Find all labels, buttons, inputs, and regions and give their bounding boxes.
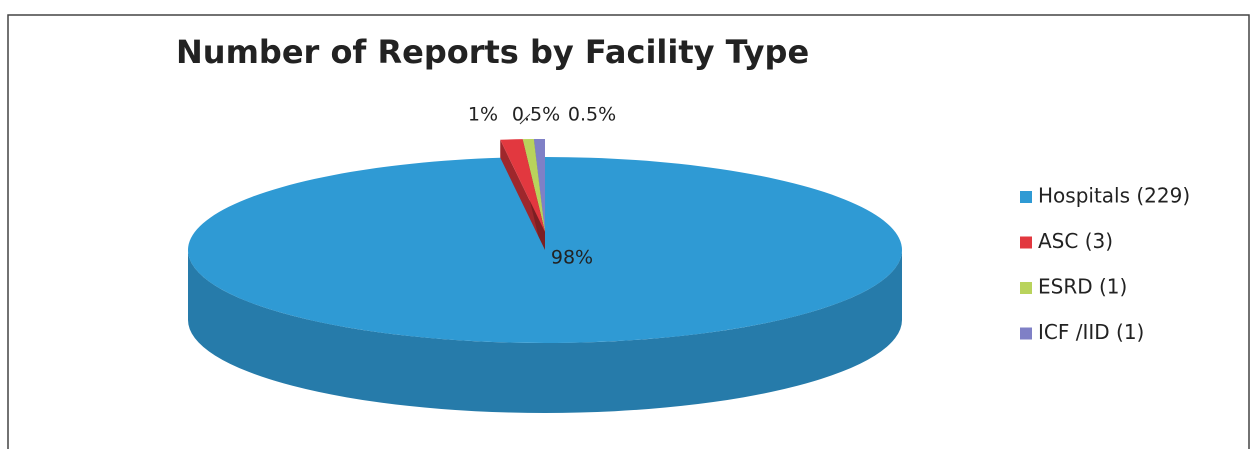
slice: [188, 157, 903, 343]
slice: [533, 139, 545, 232]
legend-swatch: [1020, 282, 1032, 294]
data-label: 0.5%: [512, 104, 560, 126]
data-label: 0.5%: [568, 104, 616, 126]
slice: [500, 139, 545, 232]
legend-label: ICF /IID (1): [1038, 320, 1144, 344]
chart-title: Number of Reports by Facility Type: [176, 33, 809, 71]
legend-swatch: [1020, 236, 1032, 249]
frame: [7, 14, 1250, 449]
leader-line: [519, 113, 531, 125]
legend-label: ASC (3): [1038, 229, 1113, 253]
data-label: 1%: [468, 104, 498, 126]
slice: [522, 139, 545, 232]
legend-label: ESRD (1): [1038, 275, 1127, 299]
legend-swatch: [1020, 327, 1032, 340]
legend-swatch: [1020, 191, 1032, 203]
slice-side: [188, 250, 902, 413]
legend-label: Hospitals (229): [1038, 184, 1190, 208]
data-label: 98%: [551, 247, 593, 269]
